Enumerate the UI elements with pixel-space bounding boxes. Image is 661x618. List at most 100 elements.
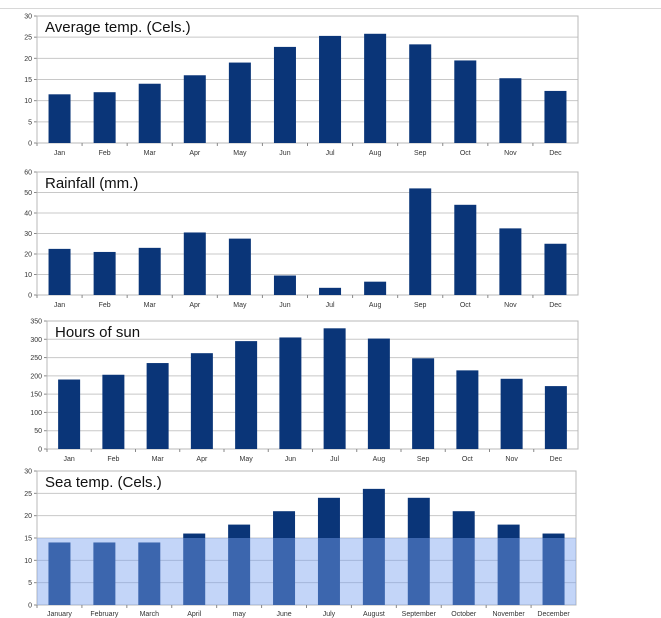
y-tick-label: 5: [28, 580, 32, 587]
category-label: Feb: [99, 150, 111, 157]
bar: [499, 228, 522, 295]
category-label: Mar: [144, 150, 157, 157]
y-tick-label: 25: [24, 35, 32, 42]
y-tick-label: 20: [24, 513, 32, 520]
bar: [364, 281, 387, 295]
category-label: April: [187, 611, 201, 618]
highlight-band: [37, 538, 576, 605]
y-tick-label: 350: [30, 319, 42, 326]
y-tick-label: 30: [24, 469, 32, 476]
bar: [93, 251, 116, 295]
category-label: Jun: [279, 302, 290, 309]
bar: [499, 78, 522, 143]
category-label: Nov: [504, 302, 517, 309]
category-label: Jan: [54, 302, 65, 309]
category-label: Feb: [107, 456, 119, 463]
bar: [183, 533, 206, 605]
chart-2: 0 10 20 30 40 50 60 Jan Feb Mar Apr May Jun Jul Aug Sep…: [24, 170, 579, 309]
category-label: November: [492, 611, 525, 618]
category-label: May: [233, 150, 247, 157]
category-label: Apr: [189, 302, 201, 309]
bar: [500, 378, 523, 449]
category-label: Jun: [285, 456, 296, 463]
category-label: may: [233, 611, 247, 618]
category-label: Mar: [152, 456, 165, 463]
category-label: Apr: [196, 456, 208, 463]
y-tick-label: 10: [24, 98, 32, 105]
category-label: Oct: [460, 302, 471, 309]
category-label: Sep: [414, 150, 427, 157]
bar: [319, 35, 342, 143]
chart-title: Hours of sun: [55, 324, 140, 341]
bar: [454, 60, 477, 144]
category-label: Jan: [54, 150, 65, 157]
category-label: January: [47, 611, 72, 618]
category-label: Jul: [326, 302, 335, 309]
chart-title: Rainfall (mm.): [45, 175, 138, 192]
y-tick-label: 250: [30, 355, 42, 362]
bar: [542, 533, 565, 605]
y-tick-label: 10: [24, 272, 32, 279]
category-label: Feb: [99, 302, 111, 309]
category-label: Jan: [63, 456, 74, 463]
bar: [93, 92, 116, 143]
category-label: September: [402, 611, 437, 618]
category-label: Mar: [144, 302, 157, 309]
bar: [93, 542, 116, 605]
plot-area: [47, 321, 578, 449]
bar: [279, 337, 302, 449]
y-tick-label: 10: [24, 558, 32, 565]
y-tick-label: 15: [24, 77, 32, 84]
category-label: Jul: [330, 456, 339, 463]
category-label: Apr: [189, 150, 201, 157]
bar: [273, 46, 296, 143]
bar: [317, 497, 340, 605]
category-label: Sep: [414, 302, 427, 309]
bar: [409, 188, 432, 295]
bar: [544, 90, 567, 143]
category-label: December: [537, 611, 570, 618]
y-tick-label: 30: [24, 231, 32, 238]
y-tick-label: 25: [24, 491, 32, 498]
y-tick-label: 300: [30, 337, 42, 344]
category-label: October: [451, 611, 477, 618]
y-tick-label: 20: [24, 252, 32, 259]
bar: [183, 232, 206, 295]
category-label: Sep: [417, 456, 430, 463]
category-label: Aug: [373, 456, 386, 463]
bar: [497, 524, 520, 605]
y-tick-label: 20: [24, 56, 32, 63]
category-label: May: [240, 456, 254, 463]
bar: [48, 248, 71, 295]
bar: [138, 83, 161, 143]
category-label: August: [363, 611, 385, 618]
y-tick-label: 0: [28, 293, 32, 300]
bar: [48, 542, 71, 605]
y-tick-label: 0: [38, 447, 42, 454]
category-label: Oct: [462, 456, 473, 463]
category-label: May: [233, 302, 247, 309]
category-label: March: [140, 611, 160, 618]
category-label: Nov: [504, 150, 517, 157]
y-tick-label: 60: [24, 170, 32, 177]
bar: [102, 374, 125, 449]
y-tick-label: 15: [24, 536, 32, 543]
bar: [228, 524, 251, 605]
y-tick-label: 200: [30, 373, 42, 380]
bar: [544, 243, 567, 295]
bar: [319, 287, 342, 295]
bar: [190, 353, 213, 449]
category-label: February: [90, 611, 119, 618]
bar: [456, 370, 479, 449]
y-tick-label: 150: [30, 392, 42, 399]
bar: [273, 511, 296, 605]
chart-1: 0 5 10 15 20 25 30 Jan Feb Mar Apr May Jun Jul Aug Sep O…: [24, 14, 579, 157]
bar: [138, 542, 161, 605]
bar: [58, 379, 81, 449]
chart-3: 0 50 100 150 200 250 300 350 Jan Feb Mar Apr May Jun J…: [30, 319, 579, 463]
category-label: Nov: [505, 456, 518, 463]
bar: [228, 238, 251, 295]
bar: [228, 62, 251, 143]
chart-title: Sea temp. (Cels.): [45, 474, 162, 491]
bar: [544, 386, 567, 449]
